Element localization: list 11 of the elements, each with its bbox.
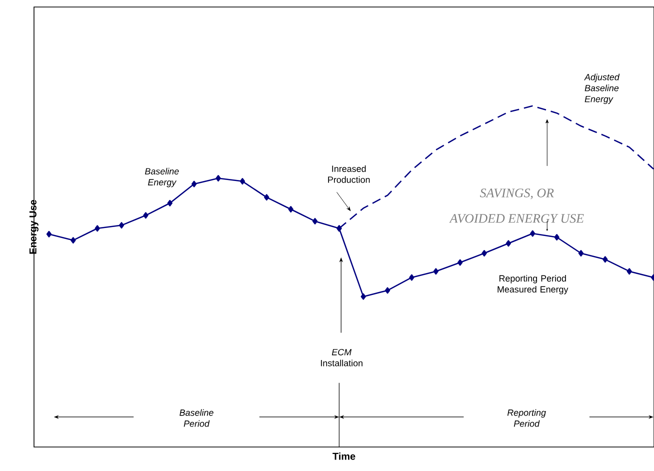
annotation: AVOIDED ENERGY USE bbox=[449, 214, 584, 223]
annotation: Inreased Production bbox=[328, 165, 370, 183]
text: Reporting Period Measured Energy bbox=[498, 274, 568, 294]
annotation: ECM Installation bbox=[320, 348, 362, 366]
series-label: Baseline Energy bbox=[145, 168, 179, 188]
annotation: SAVINGS, OR bbox=[480, 188, 554, 200]
text: Adjusted Baseline Energy bbox=[584, 74, 620, 104]
y-axis-title: Energy Use bbox=[29, 200, 38, 254]
annotation: Reporting Period bbox=[507, 409, 546, 427]
annotation: Baseline Period bbox=[180, 409, 214, 427]
x-axis-title: Time bbox=[332, 452, 356, 460]
